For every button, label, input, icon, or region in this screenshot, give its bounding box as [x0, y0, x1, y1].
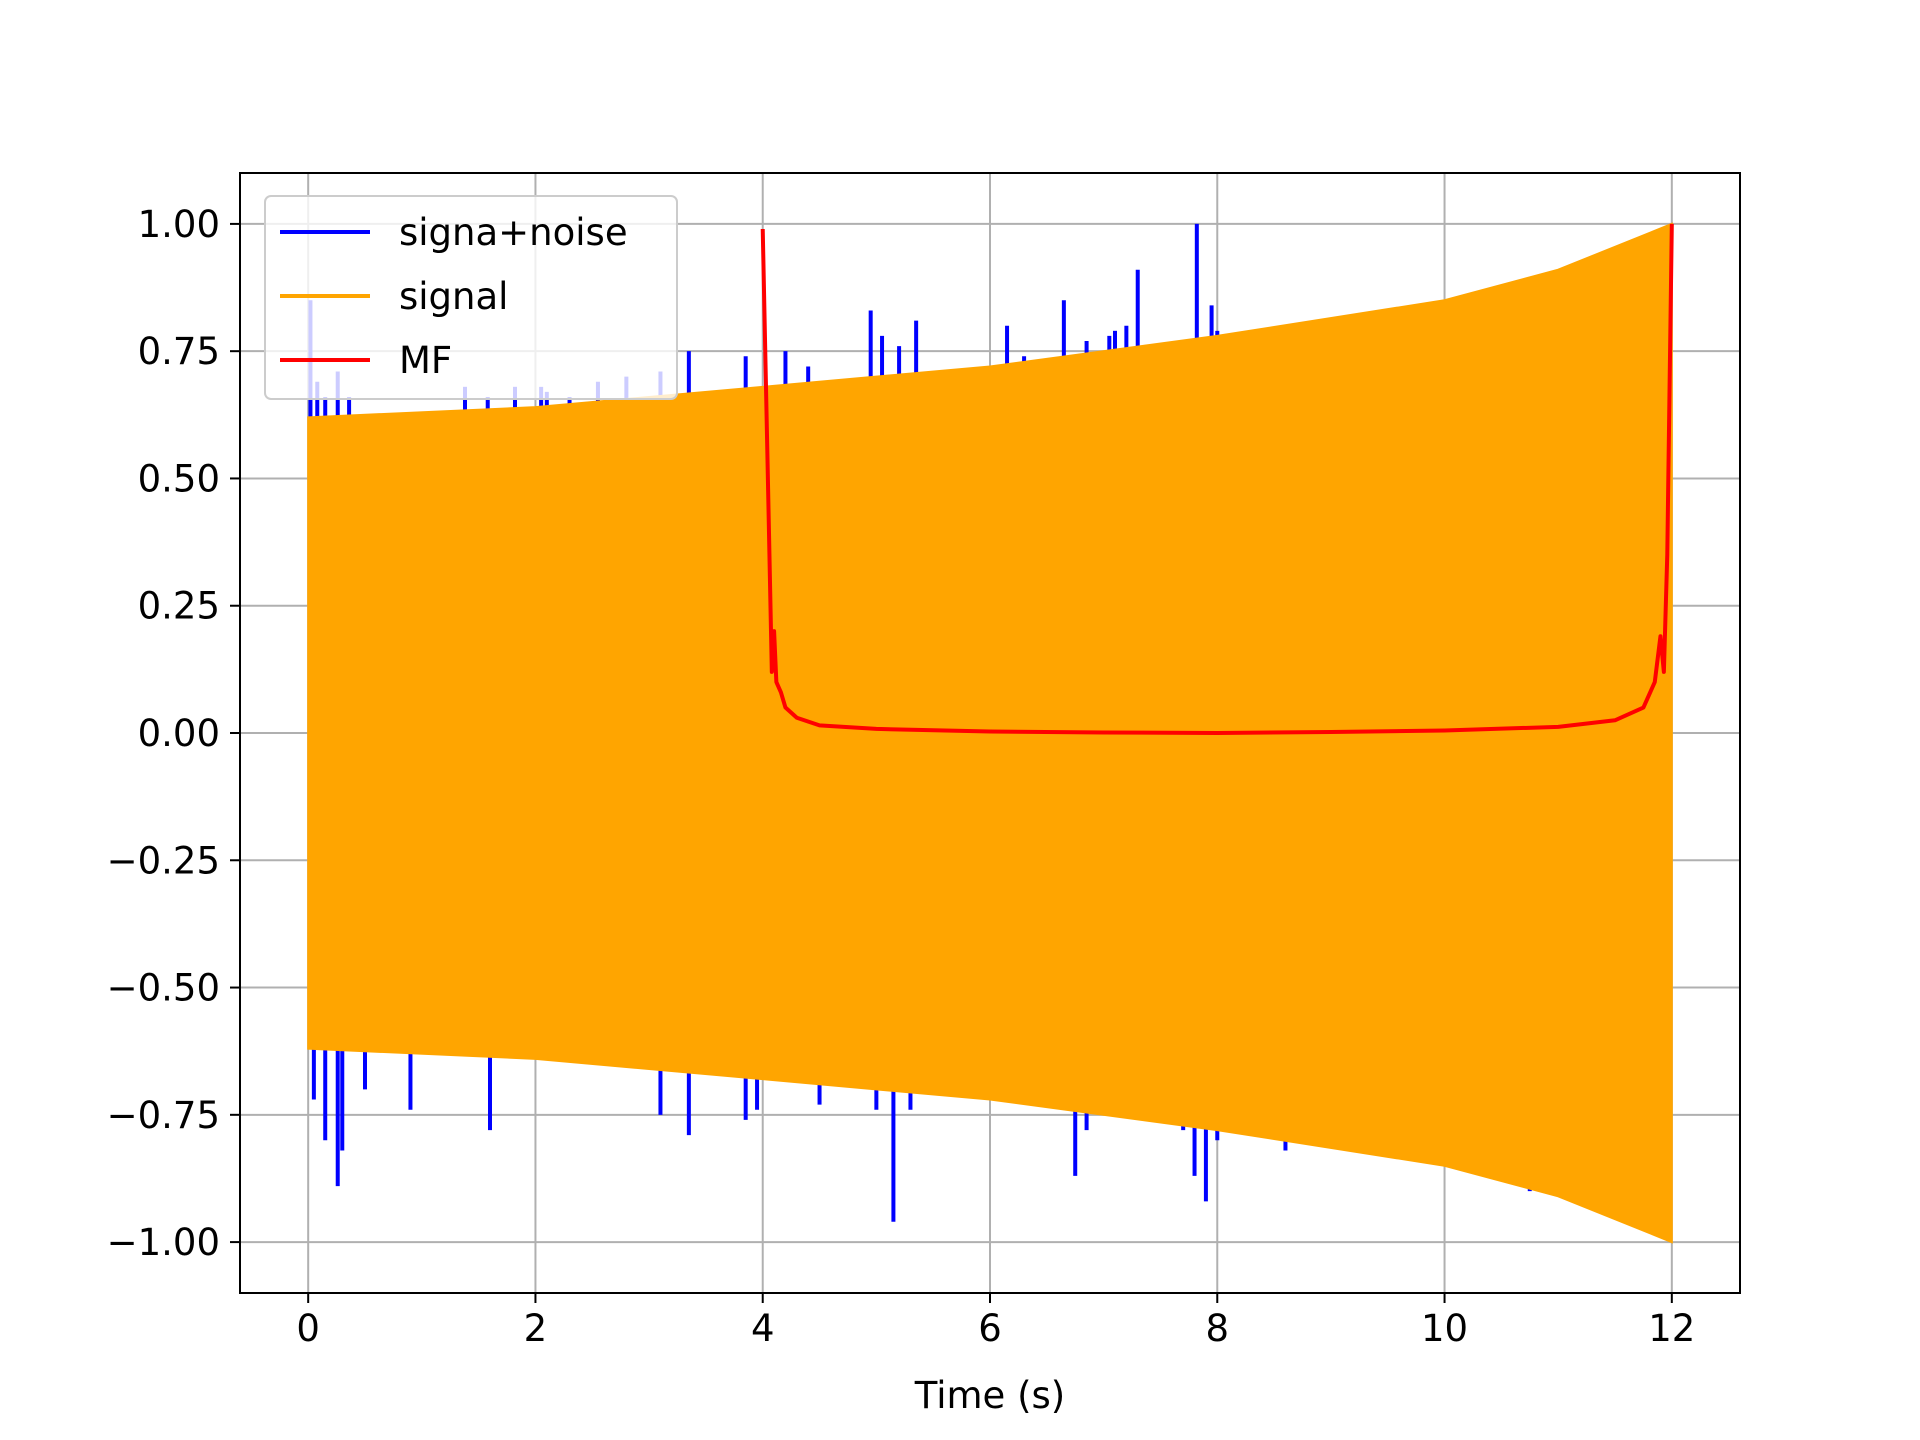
x-axis-label: Time (s)	[914, 1374, 1065, 1417]
y-tick-label: −1.00	[107, 1221, 220, 1264]
y-tick-label: 1.00	[138, 203, 220, 246]
legend-label: signal	[399, 275, 508, 318]
legend: signa+noise signal MF	[264, 195, 678, 400]
legend-label: MF	[399, 339, 452, 382]
x-tick-label: 6	[978, 1307, 1002, 1350]
legend-box	[264, 195, 678, 400]
y-tick-label: 0.75	[138, 330, 220, 373]
y-tick-label: −0.50	[107, 967, 220, 1010]
x-tick-label: 4	[751, 1307, 775, 1350]
x-tick-label: 0	[296, 1307, 320, 1350]
x-tick-label: 8	[1205, 1307, 1229, 1350]
y-tick-label: −0.25	[107, 839, 220, 882]
x-tick-label: 12	[1648, 1307, 1695, 1350]
y-tick-label: 0.50	[138, 457, 220, 500]
y-tick-label: 0.00	[138, 712, 220, 755]
x-tick-label: 10	[1421, 1307, 1468, 1350]
ticks: 0 2 4 6 8 10 12 1.00 0.75 0.50 0.25 0.00 −0.25 −0.50 −…	[107, 203, 1696, 1350]
legend-label: signa+noise	[399, 211, 628, 254]
y-tick-label: −0.75	[107, 1094, 220, 1137]
x-tick-label: 2	[524, 1307, 548, 1350]
y-tick-label: 0.25	[138, 585, 220, 628]
